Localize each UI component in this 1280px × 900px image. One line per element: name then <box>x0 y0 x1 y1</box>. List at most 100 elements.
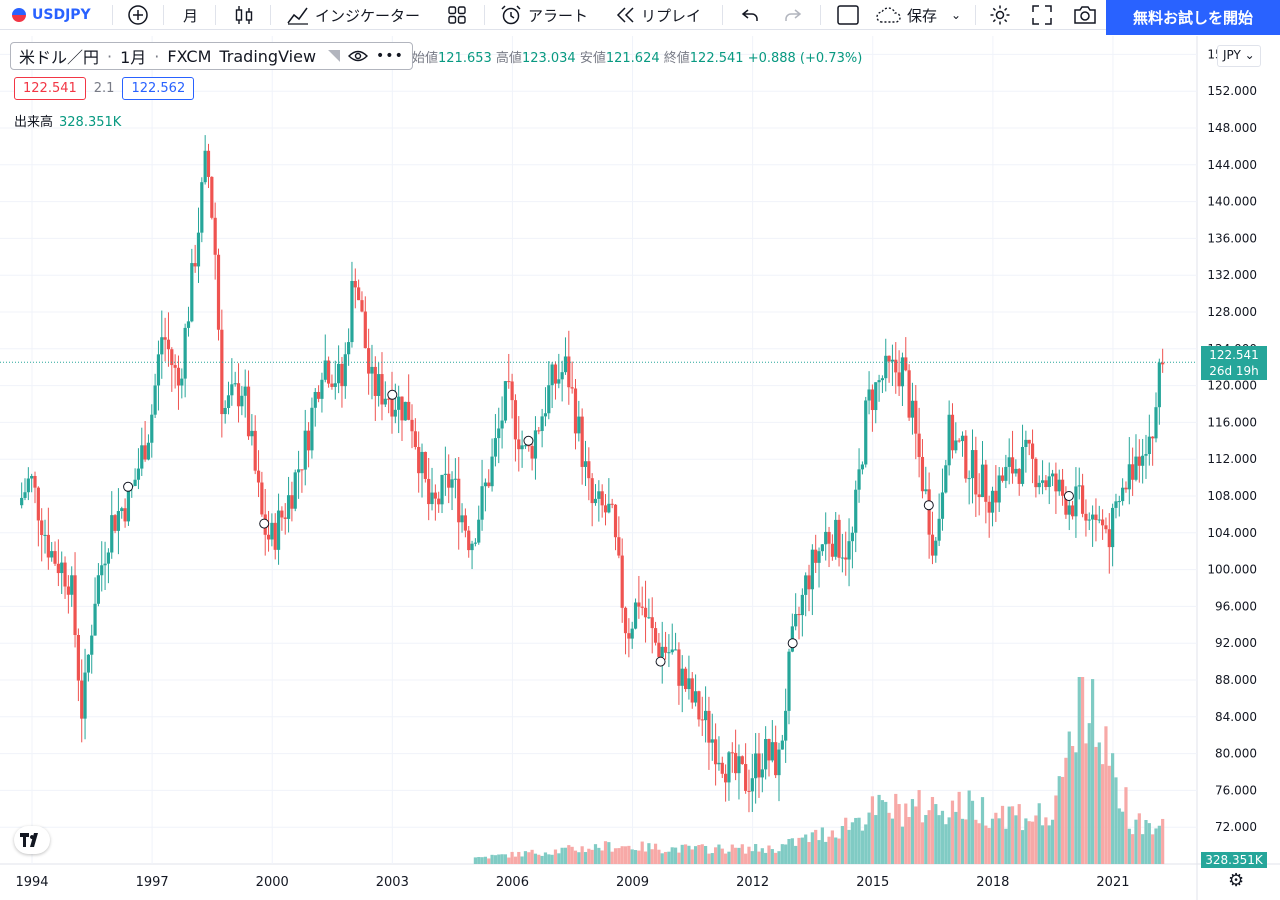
candle-body <box>680 668 684 686</box>
candle-body <box>253 430 257 471</box>
volume-bar <box>693 846 698 864</box>
chart-type-button[interactable] <box>234 0 254 30</box>
volume-bar <box>473 857 477 864</box>
chart-pane[interactable]: 72.000 76.000 80.000 84.000 88.000 92.000 96.0… <box>0 36 1280 900</box>
volume-bar <box>787 839 791 864</box>
volume-bar <box>834 837 838 864</box>
candle-body <box>383 398 387 405</box>
flag-marker-icon[interactable] <box>328 50 341 62</box>
candle-body <box>30 475 34 479</box>
snapshot-button[interactable] <box>1072 0 1098 30</box>
candle-body <box>20 497 24 506</box>
tradingview-logo[interactable] <box>14 826 50 854</box>
legend-source: FXCM <box>167 46 212 66</box>
volume-legend[interactable]: 出来高 328.351K <box>14 111 121 130</box>
eye-icon[interactable] <box>348 49 369 63</box>
candle-body <box>1087 519 1091 521</box>
candle-body <box>70 575 74 595</box>
price-chart[interactable]: 72.000 76.000 80.000 84.000 88.000 92.000 96.0… <box>0 36 1280 900</box>
volume-bar <box>910 799 915 864</box>
redo-button[interactable] <box>783 0 803 30</box>
candle-body <box>950 414 955 451</box>
candle-body <box>470 543 474 551</box>
volume-bar <box>1117 808 1121 864</box>
candle-body <box>523 445 528 447</box>
candle-body <box>560 372 564 380</box>
y-tick-label: 76.000 <box>1215 783 1257 797</box>
candle-body <box>233 383 237 385</box>
candle-body <box>700 719 704 721</box>
volume-bar <box>580 846 584 864</box>
interval-button[interactable]: 月 <box>183 0 198 30</box>
legend-separator: · <box>107 46 113 66</box>
symbol-search-button[interactable]: USDJPY <box>12 0 91 30</box>
more-icon[interactable]: ••• <box>376 48 404 64</box>
toolbar-divider <box>975 5 976 25</box>
scale-settings-icon[interactable]: ⚙ <box>1228 870 1245 891</box>
alert-button[interactable]: アラート <box>499 0 588 30</box>
start-free-trial-button[interactable]: 無料お試しを開始 <box>1106 0 1280 35</box>
y-tick-label: 144.000 <box>1207 158 1257 172</box>
y-tick-label: 112.000 <box>1207 452 1257 466</box>
expand-icon <box>1032 5 1052 25</box>
volume-bar <box>550 854 554 864</box>
undo-button[interactable] <box>740 0 760 30</box>
volume-bar <box>697 844 701 864</box>
candle-body <box>717 762 721 765</box>
fullscreen-chart-button[interactable] <box>836 0 860 30</box>
replay-button[interactable]: リプレイ <box>615 0 701 30</box>
candle-body <box>954 440 958 451</box>
candle-body <box>673 649 678 651</box>
candle-body <box>387 398 391 400</box>
buy-price-button[interactable]: 122.562 <box>122 77 195 100</box>
volume-bar <box>797 837 801 864</box>
volume-bar <box>760 848 764 864</box>
candle-body <box>1020 446 1025 484</box>
layouts-button[interactable] <box>447 0 467 30</box>
candle-body <box>1121 487 1125 502</box>
candle-body <box>173 365 177 368</box>
candle-body <box>313 391 317 408</box>
candles-icon <box>235 6 253 24</box>
currency-selector[interactable]: JPY ⌄ <box>1217 45 1261 67</box>
candle-body <box>710 739 714 743</box>
candle-body <box>630 628 634 639</box>
candle-body <box>607 503 611 513</box>
volume-bar <box>1104 726 1108 864</box>
candle-body <box>997 475 1001 503</box>
fullscreen-button[interactable] <box>1031 0 1053 30</box>
indicators-button[interactable]: インジケーター <box>286 0 420 30</box>
chevron-down-icon: ⌄ <box>1244 48 1255 62</box>
candle-body <box>276 510 281 550</box>
candle-body <box>473 542 477 544</box>
volume-bar <box>747 846 751 864</box>
volume-bar <box>960 818 965 864</box>
save-button[interactable]: 保存 ⌄ <box>875 0 961 30</box>
candle-body <box>1147 436 1151 455</box>
settings-button[interactable] <box>988 0 1012 30</box>
candle-body <box>1054 473 1058 492</box>
symbol-legend[interactable]: 米ドル／円 · 1月 · FXCM TradingView ••• <box>10 42 413 70</box>
candle-body <box>830 543 834 557</box>
candle-body <box>567 356 571 388</box>
candle-body <box>246 386 251 437</box>
toolbar-divider <box>270 5 271 25</box>
candle-body <box>206 150 211 177</box>
candle-body <box>777 749 781 776</box>
volume-bar <box>480 857 484 864</box>
candle-body <box>363 311 367 349</box>
volume-bar <box>890 818 895 864</box>
volume-bar <box>1101 764 1105 864</box>
event-marker <box>387 389 398 400</box>
candle-body <box>106 552 111 564</box>
candle-body <box>894 359 898 373</box>
event-marker <box>923 500 934 511</box>
sell-price-button[interactable]: 122.541 <box>14 77 86 100</box>
candle-body <box>303 430 307 470</box>
candle-body <box>974 450 978 495</box>
candle-body <box>160 337 164 355</box>
volume-bar <box>527 852 531 864</box>
candle-body <box>727 752 731 783</box>
indicators-label: インジケーター <box>315 6 421 25</box>
compare-button[interactable] <box>127 0 149 30</box>
